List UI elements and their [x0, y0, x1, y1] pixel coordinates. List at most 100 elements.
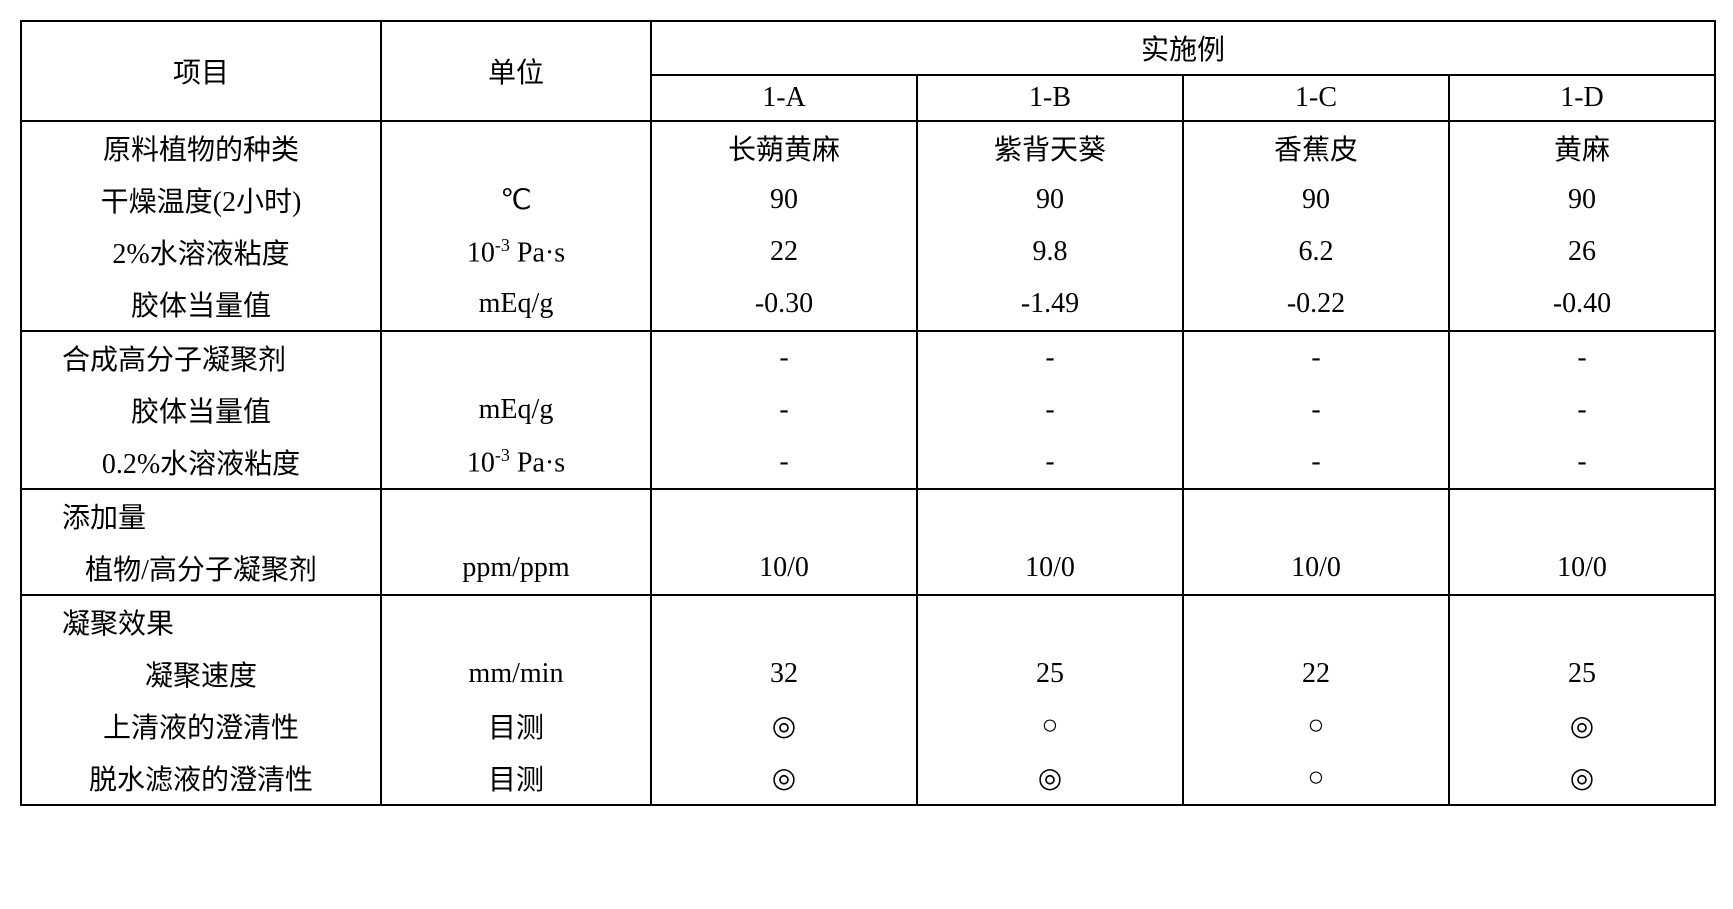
table-row: 添加量: [21, 489, 1715, 542]
s1r2-v0: 90: [651, 174, 917, 226]
table-row: 脱水滤液的澄清性 目测 ◎ ◎ ○ ◎: [21, 752, 1715, 805]
table-row: 胶体当量值 mEq/g -0.30 -1.49 -0.22 -0.40: [21, 278, 1715, 331]
unit-suffix: Pa·s: [510, 237, 565, 268]
unit-prefix: 10: [467, 237, 495, 268]
s1r4-item: 胶体当量值: [21, 278, 381, 331]
s3r1-unit: [381, 489, 651, 542]
s4r1-v0: [651, 595, 917, 648]
s4r3-unit: 目测: [381, 700, 651, 752]
s2r1-v0: -: [651, 331, 917, 384]
table-row: 凝聚效果: [21, 595, 1715, 648]
s1r1-v1: 紫背天葵: [917, 121, 1183, 174]
unit-sup: -3: [495, 445, 510, 465]
s1r3-unit: 10-3 Pa·s: [381, 226, 651, 278]
header-item: 项目: [21, 21, 381, 121]
s1r1-v3: 黄麻: [1449, 121, 1715, 174]
s2r1-v1: -: [917, 331, 1183, 384]
s4r2-v1: 25: [917, 648, 1183, 700]
s1r2-v1: 90: [917, 174, 1183, 226]
s4r2-unit: mm/min: [381, 648, 651, 700]
table-row: 胶体当量值 mEq/g - - - -: [21, 384, 1715, 436]
s3r1-v3: [1449, 489, 1715, 542]
s4r3-v1: ○: [917, 700, 1183, 752]
s2r1-v2: -: [1183, 331, 1449, 384]
s2r2-v3: -: [1449, 384, 1715, 436]
s1r1-v0: 长蒴黄麻: [651, 121, 917, 174]
data-table: 项目 单位 实施例 1-A 1-B 1-C 1-D 原料植物的种类 长蒴黄麻 紫…: [20, 20, 1716, 806]
header-row-1: 项目 单位 实施例: [21, 21, 1715, 75]
s3r1-v2: [1183, 489, 1449, 542]
s1r2-v2: 90: [1183, 174, 1449, 226]
s4r4-v3: ◎: [1449, 752, 1715, 805]
s1r4-v3: -0.40: [1449, 278, 1715, 331]
header-unit: 单位: [381, 21, 651, 121]
s2r2-v2: -: [1183, 384, 1449, 436]
s1r3-v1: 9.8: [917, 226, 1183, 278]
s2r2-v0: -: [651, 384, 917, 436]
s2r1-unit: [381, 331, 651, 384]
s3r2-item: 植物/高分子凝聚剂: [21, 542, 381, 595]
s3r2-v2: 10/0: [1183, 542, 1449, 595]
s1r3-v3: 26: [1449, 226, 1715, 278]
s1r3-item: 2%水溶液粘度: [21, 226, 381, 278]
s2r3-unit: 10-3 Pa·s: [381, 436, 651, 489]
s1r4-v0: -0.30: [651, 278, 917, 331]
s1r3-v2: 6.2: [1183, 226, 1449, 278]
unit-suffix: Pa·s: [510, 447, 565, 478]
s2r3-item: 0.2%水溶液粘度: [21, 436, 381, 489]
s2r3-v0: -: [651, 436, 917, 489]
table-row: 2%水溶液粘度 10-3 Pa·s 22 9.8 6.2 26: [21, 226, 1715, 278]
s4r3-v0: ◎: [651, 700, 917, 752]
s2r1-item: 合成高分子凝聚剂: [21, 331, 381, 384]
header-examples-title: 实施例: [651, 21, 1715, 75]
s3r1-v0: [651, 489, 917, 542]
s3r1-item: 添加量: [21, 489, 381, 542]
table-row: 合成高分子凝聚剂 - - - -: [21, 331, 1715, 384]
col-1d: 1-D: [1449, 75, 1715, 121]
s1r1-item: 原料植物的种类: [21, 121, 381, 174]
s4r3-v2: ○: [1183, 700, 1449, 752]
s2r2-v1: -: [917, 384, 1183, 436]
s4r1-item: 凝聚效果: [21, 595, 381, 648]
s3r2-v3: 10/0: [1449, 542, 1715, 595]
table-row: 凝聚速度 mm/min 32 25 22 25: [21, 648, 1715, 700]
s2r2-unit: mEq/g: [381, 384, 651, 436]
table-row: 植物/高分子凝聚剂 ppm/ppm 10/0 10/0 10/0 10/0: [21, 542, 1715, 595]
s1r4-unit: mEq/g: [381, 278, 651, 331]
s4r1-v2: [1183, 595, 1449, 648]
s4r2-v3: 25: [1449, 648, 1715, 700]
s3r1-v1: [917, 489, 1183, 542]
s4r1-v3: [1449, 595, 1715, 648]
s3r2-v1: 10/0: [917, 542, 1183, 595]
s3r2-v0: 10/0: [651, 542, 917, 595]
s4r4-v1: ◎: [917, 752, 1183, 805]
s1r2-unit: ℃: [381, 174, 651, 226]
table-row: 上清液的澄清性 目测 ◎ ○ ○ ◎: [21, 700, 1715, 752]
s2r3-v2: -: [1183, 436, 1449, 489]
s1r1-v2: 香蕉皮: [1183, 121, 1449, 174]
s2r3-v3: -: [1449, 436, 1715, 489]
table-row: 0.2%水溶液粘度 10-3 Pa·s - - - -: [21, 436, 1715, 489]
s4r2-v2: 22: [1183, 648, 1449, 700]
s2r1-v3: -: [1449, 331, 1715, 384]
s4r2-v0: 32: [651, 648, 917, 700]
s4r4-v2: ○: [1183, 752, 1449, 805]
s1r2-item: 干燥温度(2小时): [21, 174, 381, 226]
s4r4-unit: 目测: [381, 752, 651, 805]
s2r2-item: 胶体当量值: [21, 384, 381, 436]
unit-prefix: 10: [467, 447, 495, 478]
table-row: 原料植物的种类 长蒴黄麻 紫背天葵 香蕉皮 黄麻: [21, 121, 1715, 174]
table-row: 干燥温度(2小时) ℃ 90 90 90 90: [21, 174, 1715, 226]
s2r3-v1: -: [917, 436, 1183, 489]
col-1a: 1-A: [651, 75, 917, 121]
s1r4-v1: -1.49: [917, 278, 1183, 331]
s1r4-v2: -0.22: [1183, 278, 1449, 331]
col-1b: 1-B: [917, 75, 1183, 121]
unit-sup: -3: [495, 235, 510, 255]
s4r3-item: 上清液的澄清性: [21, 700, 381, 752]
s1r1-unit: [381, 121, 651, 174]
s4r1-unit: [381, 595, 651, 648]
s4r4-item: 脱水滤液的澄清性: [21, 752, 381, 805]
s3r2-unit: ppm/ppm: [381, 542, 651, 595]
col-1c: 1-C: [1183, 75, 1449, 121]
